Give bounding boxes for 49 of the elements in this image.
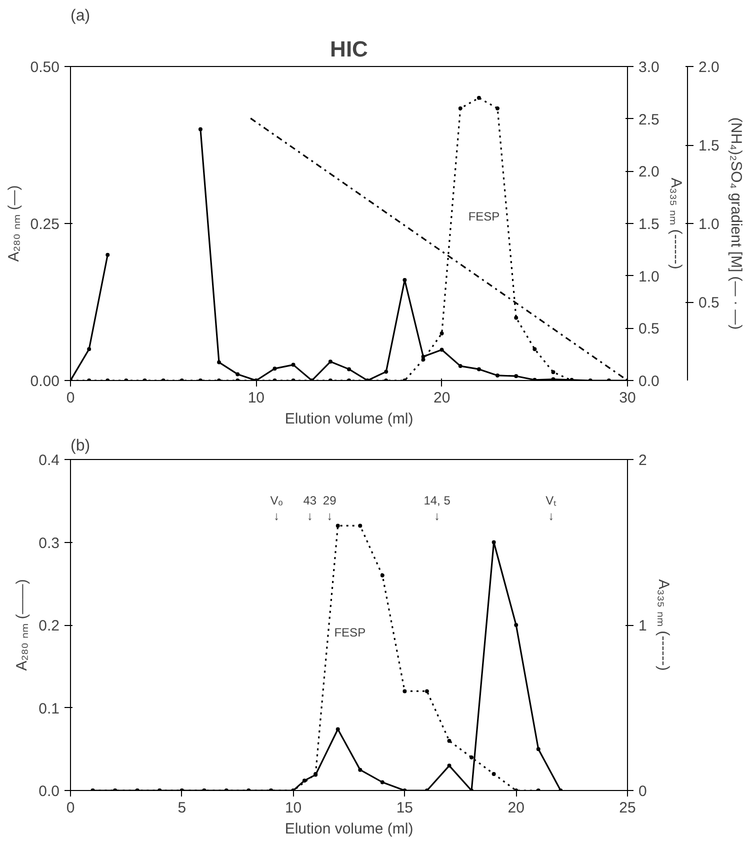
- x-tick-label: 20: [508, 800, 524, 816]
- annotation: Vₒ ↓: [270, 494, 284, 524]
- y3-tick-label: 2.0: [698, 59, 720, 76]
- y-tick-label: 0.1: [38, 700, 60, 718]
- y3-axis-title: (NH₄)₂SO₄ gradient [M] (— · —): [727, 117, 744, 330]
- y2-tick-label: 1.0: [638, 268, 660, 286]
- y2-axis-title: A₃₃₅ ₙₘ (------): [654, 579, 672, 671]
- x-tick-label: 20: [433, 390, 450, 406]
- x-tick-label: 10: [284, 800, 302, 816]
- y-tick-label: 0.2: [38, 618, 60, 634]
- chart-title: HIC: [330, 36, 368, 62]
- x-tick-label: 25: [619, 800, 636, 816]
- y2-tick-label: 0: [638, 783, 647, 800]
- y-axis-title: A₂₈₀ ₙₘ (——): [14, 579, 31, 671]
- annotation: 43 ↓: [303, 494, 317, 524]
- y-tick-label: 0.0: [38, 783, 60, 800]
- y2-axis-title: A₃₃₅ ₙₘ (------): [667, 178, 684, 270]
- x-tick-label: 0: [66, 390, 75, 406]
- y-tick-label: 0.50: [30, 59, 60, 76]
- y-tick-label: 0.00: [30, 373, 60, 390]
- x-tick-label: 30: [619, 390, 636, 406]
- text: (b): [70, 438, 90, 454]
- annotation: FESP: [468, 210, 500, 224]
- y2-tick-label: 3.0: [638, 59, 660, 76]
- y2-tick-label: 1.5: [638, 216, 660, 233]
- y2-tick-label: 2.0: [638, 164, 660, 181]
- y2-tick-label: 2.5: [638, 111, 660, 128]
- annotation: FESP: [334, 625, 366, 640]
- y3-tick-label: 1.0: [698, 216, 720, 233]
- annotation: Vₜ ↓: [546, 494, 557, 524]
- x-tick-label: 5: [178, 800, 186, 816]
- y2-tick-label: 1: [638, 618, 647, 634]
- y2-tick-label: 0.5: [638, 320, 660, 338]
- annotation: 14, 5 ↓: [424, 494, 451, 524]
- y-tick-label: 0.3: [38, 534, 60, 552]
- y-axis-title: A₂₈₀ ₙₘ (—): [5, 185, 22, 262]
- y2-tick-label: 0.0: [638, 373, 660, 390]
- y3-tick-label: 0.5: [698, 294, 720, 312]
- x-axis-title: Elution volume (ml): [284, 820, 414, 838]
- annotation: 29 ↓: [322, 494, 337, 524]
- y-tick-label: 0.25: [30, 216, 60, 233]
- y2-tick-label: 2: [638, 452, 647, 469]
- x-tick-label: 10: [248, 390, 265, 406]
- x-axis-title: Elution volume (ml): [284, 410, 414, 428]
- text: (a): [70, 8, 90, 24]
- x-tick-label: 0: [66, 800, 75, 816]
- y3-tick-label: 1.5: [698, 138, 720, 154]
- x-tick-label: 15: [396, 800, 414, 816]
- y-tick-label: 0.4: [38, 452, 60, 469]
